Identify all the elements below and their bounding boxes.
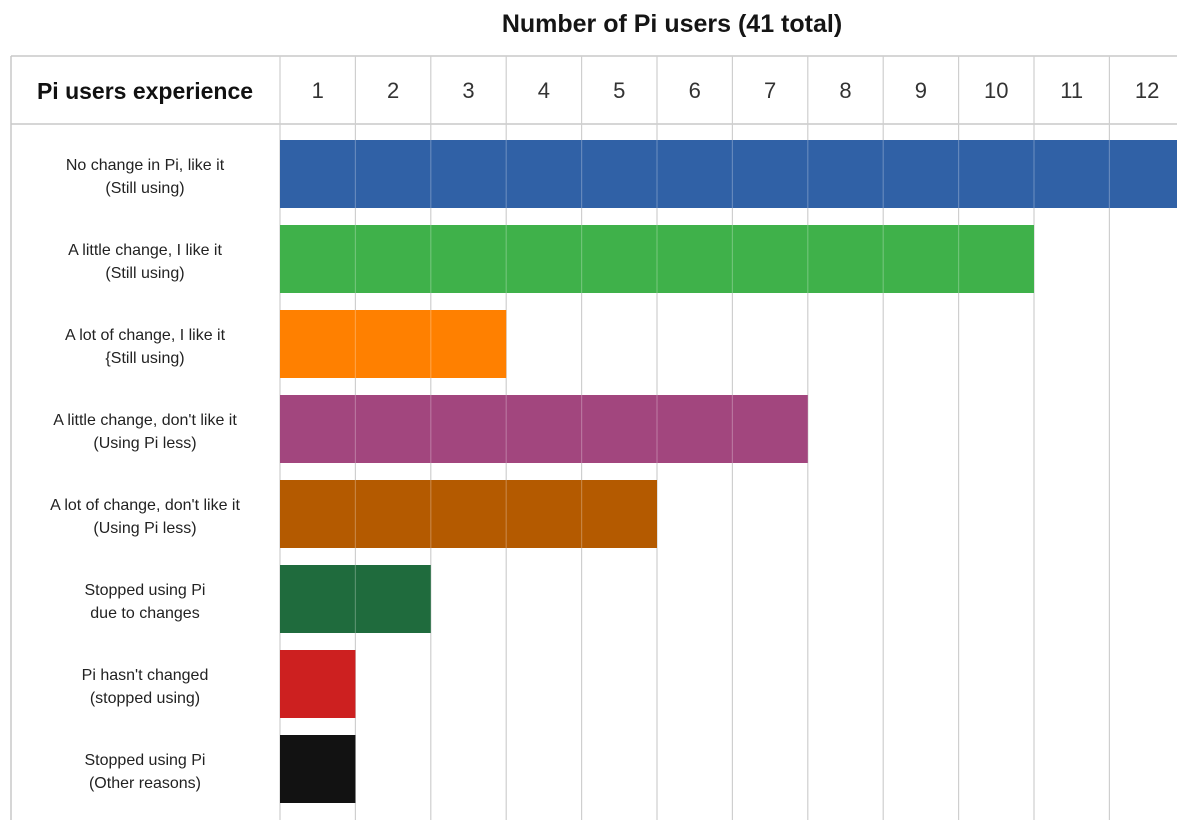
category-label: (Still using) bbox=[105, 180, 184, 197]
category-label: (Other reasons) bbox=[89, 775, 201, 792]
x-tick-label: 3 bbox=[462, 78, 474, 103]
category-label: (Still using) bbox=[105, 265, 184, 282]
bar bbox=[280, 395, 808, 463]
x-tick-label: 4 bbox=[538, 78, 550, 103]
chart-title: Number of Pi users (41 total) bbox=[501, 10, 843, 38]
bar bbox=[280, 310, 507, 378]
category-label: {Still using) bbox=[105, 350, 184, 367]
x-tick-label: 2 bbox=[387, 78, 399, 103]
bar bbox=[280, 565, 431, 633]
category-label: Stopped using Pi bbox=[85, 752, 206, 769]
x-tick-label: 11 bbox=[1060, 78, 1083, 103]
category-label: (stopped using) bbox=[90, 690, 200, 707]
bar bbox=[280, 225, 1034, 293]
bar bbox=[280, 735, 356, 803]
x-tick-label: 7 bbox=[764, 78, 776, 103]
x-tick-label: 10 bbox=[984, 78, 1008, 103]
category-label: A little change, don't like it bbox=[53, 412, 237, 429]
category-label: Pi hasn't changed bbox=[82, 667, 209, 684]
category-label: due to changes bbox=[90, 605, 199, 622]
bar bbox=[280, 650, 356, 718]
bar bbox=[280, 140, 1177, 208]
category-label: Stopped using Pi bbox=[85, 582, 206, 599]
row-header: Pi users experience bbox=[37, 78, 253, 104]
category-label: (Using Pi less) bbox=[93, 520, 196, 537]
x-tick-label: 9 bbox=[915, 78, 927, 103]
category-label: No change in Pi, like it bbox=[66, 157, 225, 174]
category-label: A lot of change, I like it bbox=[65, 327, 226, 344]
category-label: A little change, I like it bbox=[68, 242, 222, 259]
x-tick-label: 5 bbox=[613, 78, 625, 103]
x-tick-label: 12 bbox=[1135, 78, 1159, 103]
bar bbox=[280, 480, 657, 548]
category-label: A lot of change, don't like it bbox=[50, 497, 240, 514]
category-label: (Using Pi less) bbox=[93, 435, 196, 452]
x-tick-label: 8 bbox=[839, 78, 851, 103]
x-tick-label: 6 bbox=[689, 78, 701, 103]
x-tick-label: 1 bbox=[312, 78, 324, 103]
